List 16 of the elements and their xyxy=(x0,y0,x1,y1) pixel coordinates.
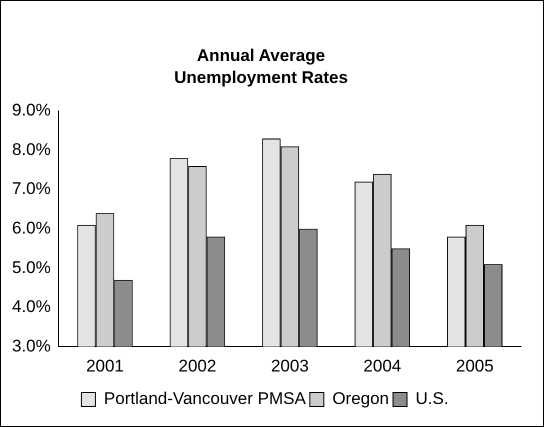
x-tick-label: 2001 xyxy=(86,356,124,376)
x-tick-label: 2003 xyxy=(270,356,309,376)
y-tick-label: 8.0% xyxy=(12,140,51,159)
y-tick-label: 4.0% xyxy=(12,297,51,316)
legend-label: Oregon xyxy=(332,389,390,408)
legend-label: Portland-Vancouver PMSA xyxy=(104,389,306,408)
x-tick-label: 2005 xyxy=(456,356,494,376)
legend-label: U.S. xyxy=(416,389,449,408)
x-tick-label: 2004 xyxy=(363,356,402,376)
y-tick-label: 3.0% xyxy=(12,336,51,356)
x-tick-label: 2002 xyxy=(178,356,216,376)
y-tick-label: 7.0% xyxy=(12,179,51,198)
y-tick-label: 9.0% xyxy=(12,100,51,120)
y-tick-label: 6.0% xyxy=(12,218,51,238)
chart-title: Annual Average Unemployment Rates xyxy=(173,45,349,89)
y-tick-label: 5.0% xyxy=(12,258,51,277)
